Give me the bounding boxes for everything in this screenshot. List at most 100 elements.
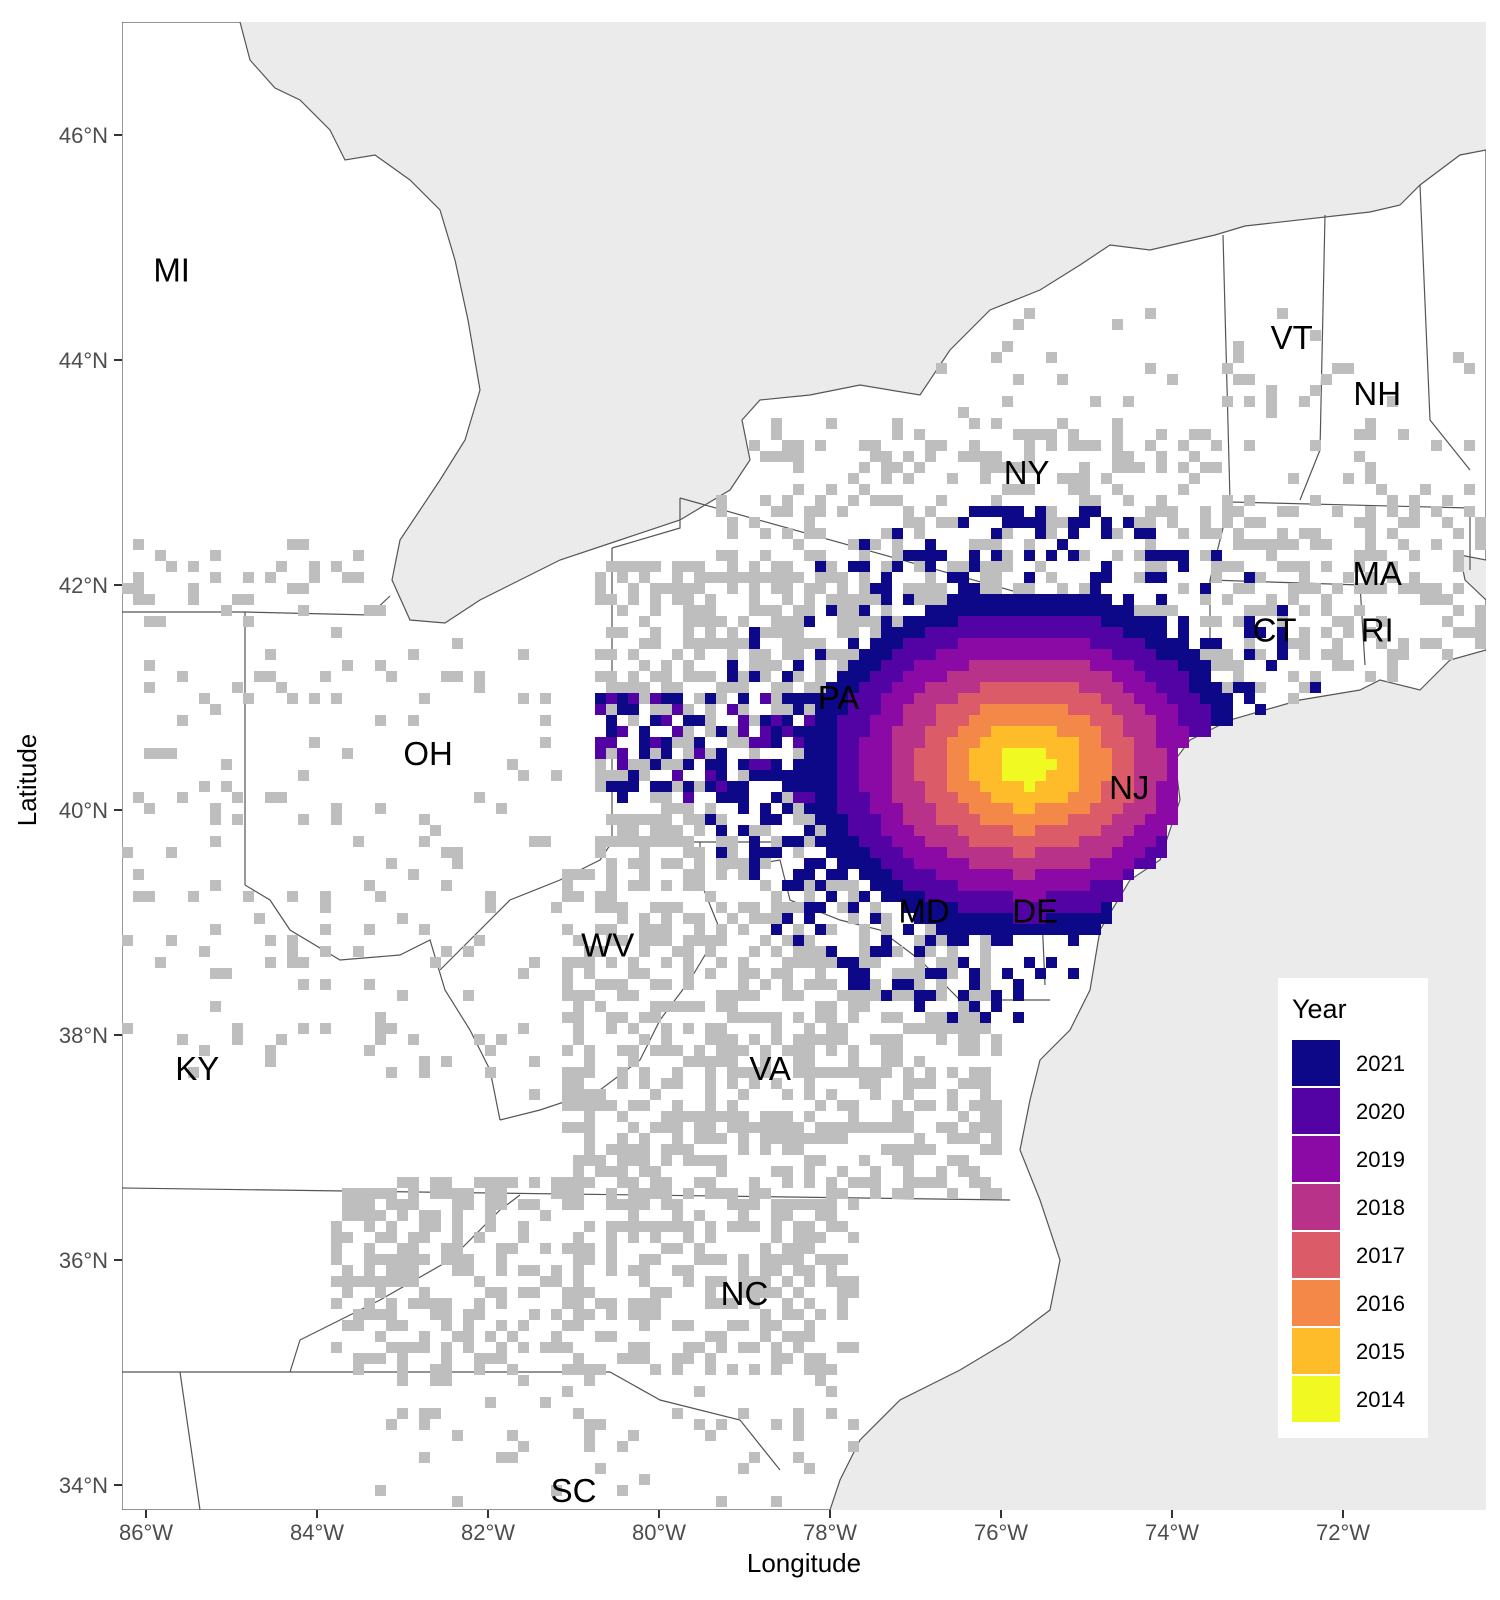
absent-cell: [188, 583, 199, 594]
detection-cell: [958, 671, 969, 682]
absent-cell: [749, 990, 760, 1001]
absent-cell: [419, 814, 430, 825]
absent-cell: [1145, 440, 1156, 451]
detection-cell: [1101, 869, 1112, 880]
absent-cell: [617, 825, 628, 836]
detection-cell: [1123, 814, 1134, 825]
detection-cell: [1090, 814, 1101, 825]
detection-cell: [1079, 792, 1090, 803]
absent-cell: [705, 1056, 716, 1067]
absent-cell: [419, 1419, 430, 1430]
absent-cell: [441, 1056, 452, 1067]
detection-cell: [859, 891, 870, 902]
absent-cell: [1244, 638, 1255, 649]
absent-cell: [133, 539, 144, 550]
absent-cell: [166, 748, 177, 759]
absent-cell: [1310, 440, 1321, 451]
detection-cell: [826, 781, 837, 792]
detection-cell: [947, 671, 958, 682]
detection-cell: [980, 902, 991, 913]
detection-cell: [837, 836, 848, 847]
detection-cell: [1057, 660, 1068, 671]
detection-cell: [1068, 627, 1079, 638]
absent-cell: [628, 1199, 639, 1210]
detection-cell: [1002, 803, 1013, 814]
absent-cell: [342, 572, 353, 583]
absent-cell: [694, 1243, 705, 1254]
detection-cell: [1145, 649, 1156, 660]
absent-cell: [452, 671, 463, 682]
absent-cell: [793, 627, 804, 638]
detection-cell: [837, 803, 848, 814]
absent-cell: [826, 1089, 837, 1100]
absent-cell: [892, 550, 903, 561]
absent-cell: [1211, 440, 1222, 451]
absent-cell: [793, 1265, 804, 1276]
detection-cell: [1112, 627, 1123, 638]
absent-cell: [430, 1177, 441, 1188]
absent-cell: [958, 1078, 969, 1089]
absent-cell: [474, 1298, 485, 1309]
absent-cell: [804, 946, 815, 957]
absent-cell: [210, 924, 221, 935]
absent-cell: [1024, 462, 1035, 473]
absent-cell: [1222, 682, 1233, 693]
detection-cell: [1035, 616, 1046, 627]
detection-cell: [848, 726, 859, 737]
detection-cell: [1112, 638, 1123, 649]
detection-cell: [859, 605, 870, 616]
absent-cell: [639, 858, 650, 869]
detection-cell: [969, 770, 980, 781]
absent-cell: [1134, 462, 1145, 473]
absent-cell: [925, 1012, 936, 1023]
detection-cell: [1222, 693, 1233, 704]
absent-cell: [848, 649, 859, 660]
detection-cell: [969, 605, 980, 616]
absent-cell: [881, 561, 892, 572]
detection-cell: [947, 660, 958, 671]
detection-cell: [903, 704, 914, 715]
detection-cell: [969, 550, 980, 561]
absent-cell: [1013, 374, 1024, 385]
detection-cell: [958, 770, 969, 781]
absent-cell: [650, 594, 661, 605]
detection-cell: [1134, 825, 1145, 836]
detection-cell: [892, 880, 903, 891]
detection-cell: [661, 715, 672, 726]
absent-cell: [1431, 506, 1442, 517]
absent-cell: [639, 1342, 650, 1353]
absent-cell: [749, 649, 760, 660]
detection-cell: [826, 946, 837, 957]
absent-cell: [320, 891, 331, 902]
absent-cell: [639, 759, 650, 770]
detection-cell: [1013, 627, 1024, 638]
absent-cell: [419, 1331, 430, 1342]
absent-cell: [749, 825, 760, 836]
absent-cell: [375, 1034, 386, 1045]
absent-cell: [1244, 605, 1255, 616]
absent-cell: [386, 1342, 397, 1353]
absent-cell: [771, 605, 782, 616]
absent-cell: [892, 1056, 903, 1067]
absent-cell: [870, 627, 881, 638]
detection-cell: [639, 737, 650, 748]
absent-cell: [1057, 418, 1068, 429]
absent-cell: [804, 1298, 815, 1309]
detection-cell: [694, 737, 705, 748]
detection-cell: [947, 913, 958, 924]
absent-cell: [672, 1265, 683, 1276]
absent-cell: [441, 1320, 452, 1331]
absent-cell: [870, 1188, 881, 1199]
absent-cell: [1002, 561, 1013, 572]
detection-cell: [848, 979, 859, 990]
absent-cell: [1024, 583, 1035, 594]
detection-cell: [1035, 506, 1046, 517]
absent-cell: [1376, 616, 1387, 627]
detection-cell: [826, 748, 837, 759]
detection-cell: [936, 792, 947, 803]
absent-cell: [991, 539, 1002, 550]
detection-cell: [947, 1012, 958, 1023]
absent-cell: [771, 891, 782, 902]
absent-cell: [716, 814, 727, 825]
absent-cell: [1046, 352, 1057, 363]
